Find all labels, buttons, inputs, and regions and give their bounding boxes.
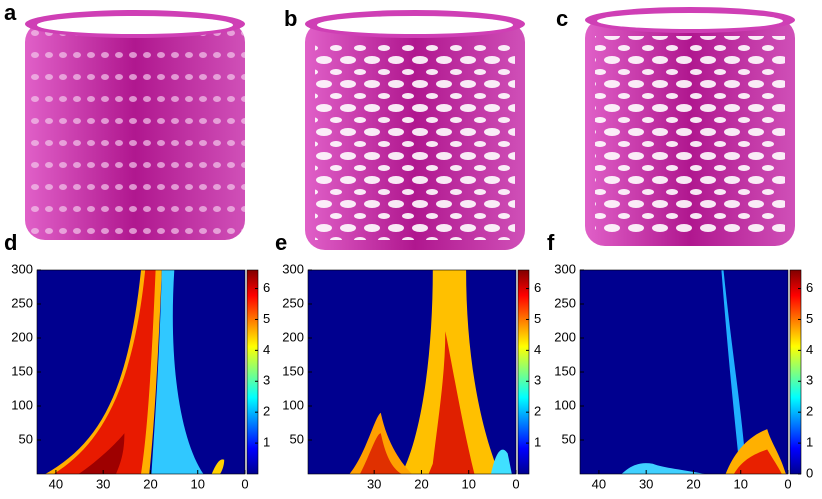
panel-letter: f [547, 230, 555, 255]
x-tick-label: 30 [367, 476, 381, 491]
colorbar-tick-label: 4 [263, 342, 270, 357]
y-tick-label: 300 [11, 261, 33, 276]
x-tick-label: 0 [784, 476, 791, 491]
render-c [585, 7, 795, 246]
panel-letter: e [275, 230, 287, 255]
x-tick-label: 0 [512, 476, 519, 491]
x-tick-label: 0 [241, 476, 248, 491]
render-b [305, 10, 525, 250]
colorbar-tick-label: 6 [806, 280, 813, 295]
x-tick-label: 30 [96, 476, 110, 491]
heatmap-region [721, 270, 747, 474]
y-tick-label: 250 [282, 295, 304, 310]
y-tick-label: 50 [290, 431, 304, 446]
heatmap [580, 270, 788, 474]
colorbar-tick-label: 3 [534, 373, 541, 388]
panel-letter: d [4, 230, 17, 255]
colorbar-tick-label: 1 [263, 435, 270, 450]
x-tick-label: 30 [639, 476, 653, 491]
heatmap-region [360, 433, 402, 474]
colorbar-tick-label: 0 [806, 465, 813, 480]
x-tick-label: 40 [592, 476, 606, 491]
y-tick-label: 100 [554, 397, 576, 412]
x-tick-label: 20 [686, 476, 700, 491]
x-tick-label: 10 [190, 476, 204, 491]
colorbar-tick-label: 2 [534, 404, 541, 419]
y-tick-label: 150 [554, 363, 576, 378]
colorbar-tick-label: 5 [263, 311, 270, 326]
colorbar [517, 269, 530, 475]
heatmap-region [491, 449, 512, 474]
x-tick-label: 10 [461, 476, 475, 491]
colorbar [246, 269, 259, 475]
panel-letter: c [556, 6, 568, 31]
x-tick-label: 40 [49, 476, 63, 491]
colorbar-tick-label: 5 [534, 311, 541, 326]
y-tick-label: 50 [562, 431, 576, 446]
heatmap-region [211, 459, 225, 474]
colorbar-tick-label: 2 [806, 404, 813, 419]
colorbar-tick-label: 3 [263, 373, 270, 388]
y-tick-label: 200 [554, 329, 576, 344]
x-tick-label: 20 [414, 476, 428, 491]
y-tick-label: 150 [11, 363, 33, 378]
render-a [25, 10, 245, 240]
panel-letter: a [4, 0, 17, 25]
x-tick-label: 10 [733, 476, 747, 491]
y-tick-label: 100 [282, 397, 304, 412]
y-tick-label: 300 [282, 261, 304, 276]
colorbar-tick-label: 6 [534, 280, 541, 295]
y-tick-label: 100 [11, 397, 33, 412]
colorbar-tick-label: 3 [806, 373, 813, 388]
heatmap-region [53, 270, 156, 474]
heatmap-region [78, 433, 125, 474]
colorbar-tick-label: 1 [534, 435, 541, 450]
y-tick-label: 200 [282, 329, 304, 344]
colorbar-tick-label: 5 [806, 311, 813, 326]
y-tick-label: 150 [282, 363, 304, 378]
colorbar-tick-label: 2 [263, 404, 270, 419]
y-tick-label: 200 [11, 329, 33, 344]
colorbar-tick-label: 6 [263, 280, 270, 295]
colorbar [789, 269, 802, 475]
colorbar-tick-label: 4 [534, 342, 541, 357]
heatmap-region [151, 270, 204, 474]
x-tick-label: 20 [143, 476, 157, 491]
y-tick-label: 250 [11, 295, 33, 310]
heatmap-region [733, 449, 782, 474]
y-tick-label: 250 [554, 295, 576, 310]
colorbar-tick-label: 4 [806, 342, 813, 357]
heatmap-region [428, 331, 475, 474]
y-tick-label: 50 [19, 431, 33, 446]
heatmap [308, 270, 516, 474]
panel-letter: b [284, 6, 297, 31]
heatmap-region [621, 463, 705, 474]
heatmap [37, 270, 245, 474]
y-tick-label: 300 [554, 261, 576, 276]
colorbar-tick-label: 1 [806, 435, 813, 450]
